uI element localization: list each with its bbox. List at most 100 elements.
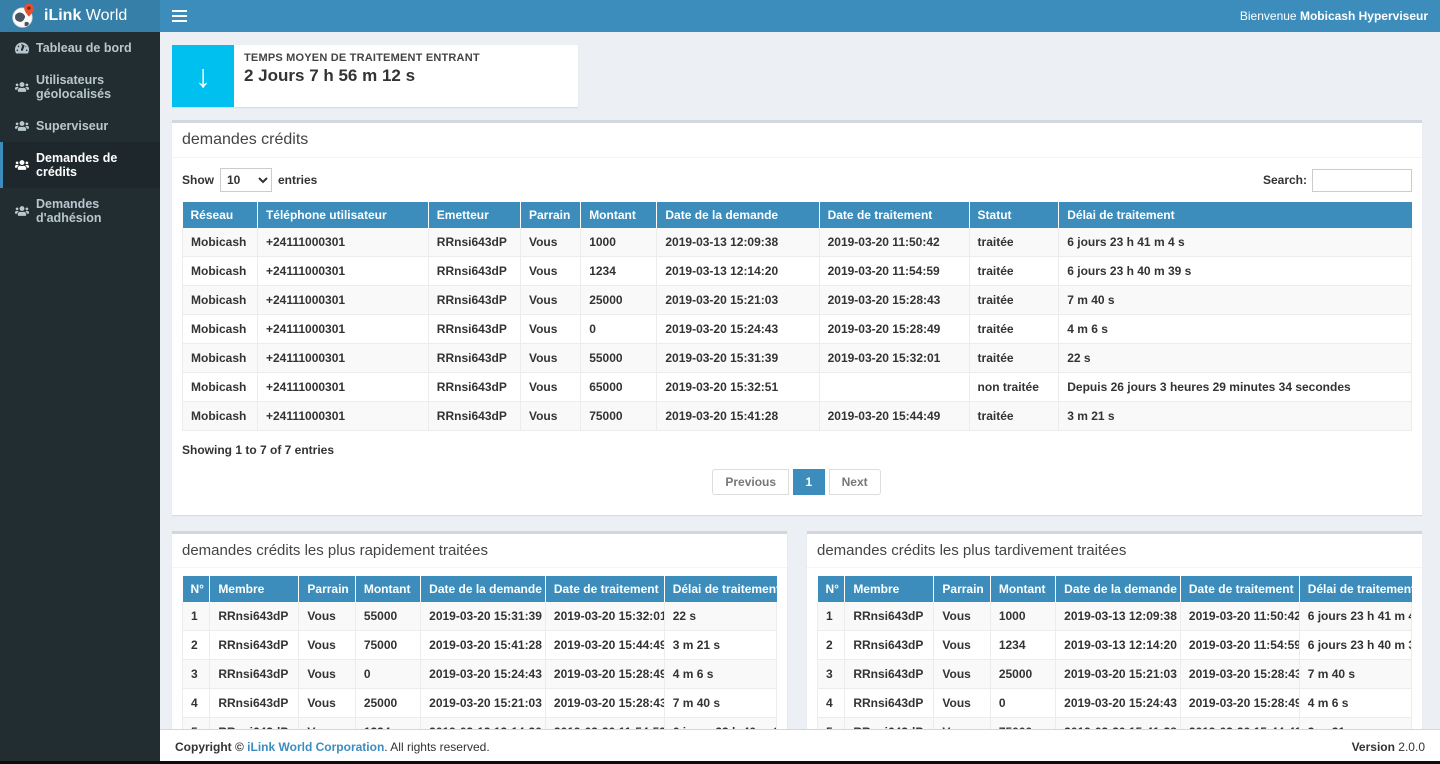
table-cell: Mobicash xyxy=(182,314,258,344)
table-cell: traitée xyxy=(968,256,1060,286)
column-header[interactable]: Montant xyxy=(355,576,422,602)
column-header[interactable]: Parrain xyxy=(933,576,991,602)
table-cell: 4 xyxy=(181,688,211,718)
table-row: Mobicash +24111000301 RRnsi643dP Vous 1000 20… xyxy=(182,228,1412,257)
column-header[interactable]: Téléphone utilisateur xyxy=(257,202,429,228)
column-header[interactable]: Date de la demande xyxy=(656,202,820,228)
column-header[interactable]: Emetteur xyxy=(428,202,521,228)
table-row: 1 RRnsi643dP Vous 55000 2019-03-20 15:31:39 2… xyxy=(181,602,778,631)
table-cell: 5 xyxy=(816,717,846,729)
table-row: 3 RRnsi643dP Vous 0 2019-03-20 15:24:43 2019-… xyxy=(181,659,778,689)
table-cell: RRnsi643dP xyxy=(209,659,300,689)
table-cell: non traitée xyxy=(968,372,1060,402)
column-header[interactable]: Parrain xyxy=(520,202,582,228)
table-cell: 3 m 21 s xyxy=(1058,401,1412,431)
table-cell: Vous xyxy=(519,256,582,286)
column-header[interactable]: Parrain xyxy=(298,576,356,602)
column-header[interactable]: N° xyxy=(817,576,846,602)
column-header[interactable]: Réseau xyxy=(182,202,258,228)
table-cell: 25000 xyxy=(354,688,422,718)
column-header[interactable]: Montant xyxy=(580,202,658,228)
column-header[interactable]: Membre xyxy=(209,576,300,602)
column-header[interactable]: Délai de traitement xyxy=(1299,576,1412,602)
table-cell: 1234 xyxy=(354,717,422,729)
pagination-page-1-button[interactable]: 1 xyxy=(792,469,826,495)
table-cell: 4 m 6 s xyxy=(663,659,778,689)
table-row: 5RRnsi643dPVous12342019-03-13 12:14:2020… xyxy=(181,717,778,729)
table-cell: RRnsi643dP xyxy=(844,602,935,631)
tardivement-traitees-table: N° Membre Parrain Montant Date de la demande… xyxy=(816,576,1413,729)
table-cell: 2019-03-13 12:09:38 xyxy=(656,228,820,257)
table-cell: 2019-03-20 15:28:43 xyxy=(544,688,665,718)
table-cell: 2019-03-20 15:31:39 xyxy=(656,343,820,373)
column-header[interactable]: Date de traitement xyxy=(545,576,665,602)
table-cell: 2019-03-20 11:54:59 xyxy=(544,717,665,729)
table-cell: RRnsi643dP xyxy=(844,659,935,689)
table-cell: Vous xyxy=(298,688,356,718)
search-input[interactable] xyxy=(1312,168,1412,192)
table-cell: 25000 xyxy=(989,659,1057,689)
table-cell: 2019-03-13 12:14:20 xyxy=(420,717,546,729)
table-cell: RRnsi643dP xyxy=(427,314,521,344)
column-header[interactable]: Date de la demande xyxy=(420,576,546,602)
sidebar-item-tableau-de-bord[interactable]: Tableau de bord xyxy=(0,32,160,64)
sidebar-item-utilisateurs-geolocalises[interactable]: Utilisateurs géolocalisés xyxy=(0,64,160,110)
table-cell: RRnsi643dP xyxy=(427,401,521,431)
column-header[interactable]: Statut xyxy=(969,202,1060,228)
column-header[interactable]: Délai de traitement xyxy=(664,576,777,602)
user-menu[interactable]: Bienvenue Mobicash Hyperviseur xyxy=(1239,9,1428,23)
version-label: Version xyxy=(1351,740,1395,754)
table-cell: Vous xyxy=(519,343,582,373)
table-row: Mobicash +24111000301 RRnsi643dP Vous 1234 20… xyxy=(182,256,1412,286)
page-length-select[interactable]: 10 xyxy=(220,168,272,192)
table-cell: 2019-03-20 15:28:49 xyxy=(818,314,970,344)
table-cell: 7 m 40 s xyxy=(1298,659,1413,689)
table-cell: traitée xyxy=(968,401,1060,431)
table-cell: +24111000301 xyxy=(256,343,429,373)
table-row: Mobicash +24111000301 RRnsi643dP Vous 65000 2… xyxy=(182,372,1412,402)
sidebar-toggle-hamburger-icon[interactable] xyxy=(172,0,202,32)
box-demandes-credits: demandes crédits Show 10 entries Search: xyxy=(172,120,1422,515)
pagination-next-button[interactable]: Next xyxy=(828,469,881,495)
box-title: demandes crédits les plus tardivement tr… xyxy=(807,534,1422,568)
box-tardivement-traitees: demandes crédits les plus tardivement tr… xyxy=(807,531,1422,729)
column-header[interactable]: N° xyxy=(182,576,211,602)
table-cell: 2019-03-20 15:24:43 xyxy=(420,659,546,689)
sidebar-item-demandes-adhesion[interactable]: Demandes d'adhésion xyxy=(0,188,160,234)
table-cell: 7 m 40 s xyxy=(1058,285,1412,315)
table-cell: 2019-03-20 15:44:49 xyxy=(818,401,970,431)
table-cell: 22 s xyxy=(663,602,778,631)
table-cell: RRnsi643dP xyxy=(427,285,521,315)
sidebar-item-superviseur[interactable]: Superviseur xyxy=(0,110,160,142)
sidebar-item-demandes-de-credits[interactable]: Demandes de crédits xyxy=(0,142,160,188)
table-cell: 2019-03-13 12:14:20 xyxy=(656,256,820,286)
table-cell: 75000 xyxy=(580,401,658,431)
table-cell: RRnsi643dP xyxy=(209,717,300,729)
table-cell: 2019-03-20 15:41:28 xyxy=(656,401,820,431)
stat-card-temps-moyen: ↓ TEMPS MOYEN DE TRAITEMENT ENTRANT 2 Jo… xyxy=(172,45,578,107)
column-header[interactable]: Délai de traitement xyxy=(1058,202,1412,228)
table-cell: 2019-03-13 12:09:38 xyxy=(1055,602,1181,631)
table-cell: Vous xyxy=(519,228,582,257)
column-header[interactable]: Date de traitement xyxy=(819,202,970,228)
table-row: 4 RRnsi643dP Vous 0 2019-03-20 15:24:43 2019-… xyxy=(816,688,1413,718)
table-cell: 55000 xyxy=(580,343,658,373)
column-header[interactable]: Date de la demande xyxy=(1055,576,1181,602)
table-header-row: N° Membre Parrain Montant Date de la demande… xyxy=(817,576,1412,602)
table-cell: +24111000301 xyxy=(256,256,429,286)
pagination-previous-button[interactable]: Previous xyxy=(712,469,790,495)
column-header[interactable]: Date de traitement xyxy=(1180,576,1300,602)
bottom-edge-strip xyxy=(0,761,1440,764)
pagination: Previous 1 Next xyxy=(182,461,1412,505)
table-cell: RRnsi643dP xyxy=(844,717,935,729)
table-row: 2 RRnsi643dP Vous 1234 2019-03-13 12:14:20 20… xyxy=(816,630,1413,660)
entries-label: entries xyxy=(278,173,318,187)
table-cell: +24111000301 xyxy=(256,285,429,315)
brand-logo-link[interactable]: iLink World xyxy=(0,0,160,32)
column-header[interactable]: Montant xyxy=(990,576,1057,602)
table-cell: 1234 xyxy=(580,256,658,286)
table-cell: 6 jours 23 h 40 m 39 s xyxy=(663,717,778,729)
column-header[interactable]: Membre xyxy=(844,576,935,602)
company-link[interactable]: iLink World Corporation xyxy=(247,740,385,754)
demandes-credits-table: Réseau Téléphone utilisateur Emetteur Parra… xyxy=(182,202,1412,431)
